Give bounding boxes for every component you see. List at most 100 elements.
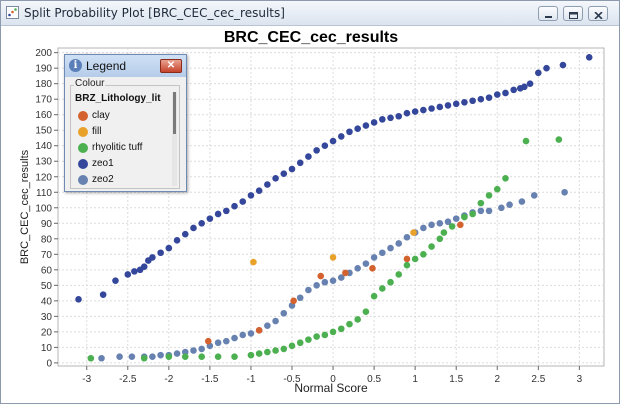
y-axis-label: BRC_CEC_cec_results <box>19 149 31 264</box>
data-point <box>452 215 460 222</box>
data-point <box>337 133 345 140</box>
legend-list: BRZ_Lithology_lit clay fill rhyolitic tu… <box>75 91 173 187</box>
data-point <box>272 175 279 182</box>
data-point <box>502 175 509 182</box>
legend-item-rhyolitic-tuff[interactable]: rhyolitic tuff <box>75 141 173 155</box>
y-tick-label: 170 <box>35 95 52 106</box>
data-point <box>369 264 376 272</box>
data-point <box>543 64 550 72</box>
data-point <box>428 243 435 250</box>
legend-item-zeo2[interactable]: zeo2 <box>75 173 173 187</box>
data-point <box>329 137 337 145</box>
data-point <box>395 112 403 120</box>
data-point <box>329 254 337 261</box>
data-point <box>379 116 386 123</box>
legend-swatch <box>78 143 88 153</box>
data-point <box>124 271 132 278</box>
data-point <box>469 210 476 218</box>
data-point <box>502 89 509 97</box>
minimize-button[interactable] <box>538 6 558 21</box>
data-point <box>165 244 173 252</box>
data-point <box>288 342 296 350</box>
data-point <box>280 309 288 317</box>
data-point <box>128 353 136 360</box>
data-point <box>247 351 255 359</box>
data-point <box>498 204 505 212</box>
data-point <box>223 207 230 215</box>
y-tick-label: 120 <box>35 172 52 183</box>
data-point <box>317 272 325 280</box>
window-title: Split Probability Plot [BRC_CEC_cec_resu… <box>24 6 285 20</box>
y-tick-label: 30 <box>41 312 53 323</box>
data-point <box>313 282 320 289</box>
maximize-button[interactable] <box>563 6 583 21</box>
data-point <box>403 261 411 269</box>
data-point <box>181 353 189 360</box>
data-point <box>436 103 444 111</box>
data-point <box>98 354 105 362</box>
y-tick-label: 0 <box>46 358 52 369</box>
y-tick-label: 150 <box>35 126 52 137</box>
data-point <box>231 202 238 210</box>
data-point <box>411 108 419 115</box>
data-point <box>530 192 538 199</box>
data-point <box>444 218 452 226</box>
data-point <box>379 285 386 292</box>
close-icon: ✕ <box>166 60 176 71</box>
y-tick-label: 60 <box>41 265 53 276</box>
data-point <box>493 185 501 193</box>
data-point <box>403 109 411 117</box>
y-tick-label: 160 <box>35 110 52 121</box>
legend-item-clay[interactable]: clay <box>75 109 173 123</box>
y-tick-label: 40 <box>41 296 53 307</box>
y-tick-label: 140 <box>35 141 52 152</box>
data-point <box>181 348 189 356</box>
data-point <box>555 136 563 143</box>
data-point <box>521 83 528 91</box>
data-point <box>370 254 378 261</box>
data-point <box>522 137 530 145</box>
data-point <box>255 327 263 334</box>
legend-scrollbar[interactable] <box>172 92 177 186</box>
data-point <box>395 271 403 278</box>
data-point <box>436 235 444 243</box>
legend-scroll-thumb[interactable] <box>173 92 176 134</box>
y-tick-label: 130 <box>35 157 52 168</box>
data-point <box>99 291 107 298</box>
data-point <box>296 339 304 347</box>
data-point <box>280 345 288 353</box>
data-point <box>448 223 456 230</box>
legend-close-button[interactable]: ✕ <box>160 59 182 73</box>
data-point <box>131 268 138 275</box>
legend-title-bar[interactable]: i Legend ✕ <box>65 55 186 77</box>
legend-item-zeo1[interactable]: zeo1 <box>75 157 173 171</box>
data-point <box>321 331 329 339</box>
y-tick-label: 10 <box>41 343 53 354</box>
data-point <box>387 114 394 122</box>
data-point <box>112 277 119 284</box>
data-point <box>190 347 197 354</box>
close-icon <box>594 12 603 19</box>
y-tick-label: 110 <box>36 188 52 199</box>
data-point <box>469 97 476 105</box>
data-point <box>204 337 212 345</box>
minimize-icon <box>545 16 552 18</box>
data-point <box>329 277 337 284</box>
data-point <box>255 350 263 357</box>
chart-app-icon <box>6 6 19 19</box>
legend-window[interactable]: i Legend ✕ Colour BRZ_Lithology_lit clay… <box>64 54 187 192</box>
colour-group-label: Colour <box>74 78 106 89</box>
data-point <box>149 353 156 360</box>
data-point <box>337 274 345 281</box>
close-button[interactable] <box>588 6 608 21</box>
data-point <box>173 237 181 244</box>
data-point <box>485 192 493 199</box>
legend-item-label: zeo2 <box>92 174 114 185</box>
title-bar[interactable]: Split Probability Plot [BRC_CEC_cec_resu… <box>1 1 619 26</box>
data-point <box>250 258 257 266</box>
data-point <box>247 330 255 337</box>
data-point <box>305 153 312 160</box>
y-tick-label: 70 <box>41 250 53 261</box>
data-point <box>116 353 123 360</box>
legend-item-fill[interactable]: fill <box>75 125 173 139</box>
